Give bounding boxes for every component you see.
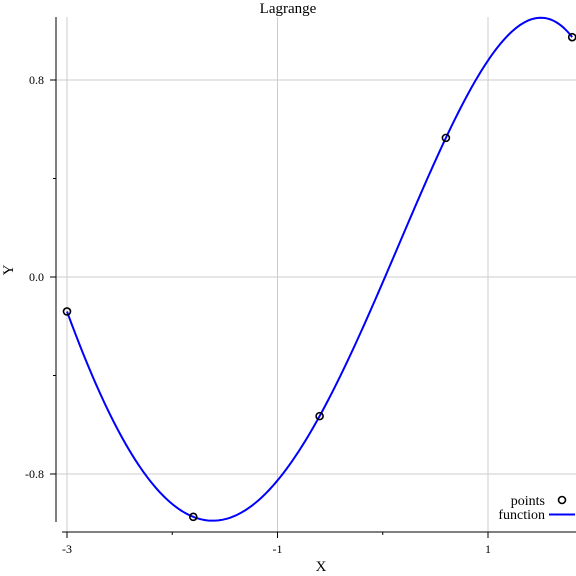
y-tick-label: -0.8 <box>25 467 44 481</box>
axes <box>55 17 576 533</box>
x-tick-label: 1 <box>485 542 491 556</box>
data-point <box>441 133 451 143</box>
tick-labels: -3 -1 1 0.8 0.0 -0.8 <box>25 73 491 556</box>
y-tick-label: 0.8 <box>29 73 44 87</box>
legend-marker-points <box>557 495 567 505</box>
x-axis-label: X <box>316 559 327 575</box>
x-tick-label: -3 <box>62 542 72 556</box>
legend-label-points: points <box>511 494 545 509</box>
data-point <box>315 411 324 421</box>
x-tick-label: -1 <box>273 542 283 556</box>
function-curve <box>66 16 573 522</box>
chart-title: Lagrange <box>260 1 317 17</box>
plot-series <box>62 16 576 522</box>
gridlines <box>56 17 576 532</box>
legend-label-function: function <box>498 508 545 523</box>
data-point <box>62 307 72 316</box>
y-tick-label: 0.0 <box>29 270 44 284</box>
legend: points function <box>498 494 575 523</box>
y-axis-label: Y <box>1 264 17 275</box>
tick-marks <box>50 79 489 538</box>
data-point <box>189 512 198 522</box>
